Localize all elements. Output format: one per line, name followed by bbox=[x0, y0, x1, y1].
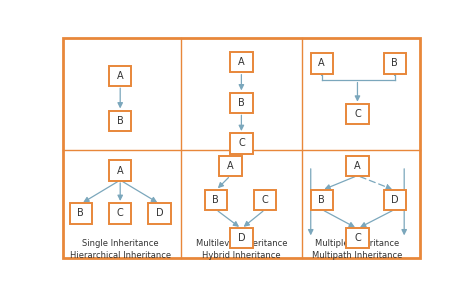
FancyBboxPatch shape bbox=[230, 228, 252, 248]
Text: B: B bbox=[117, 116, 123, 126]
Text: C: C bbox=[238, 139, 245, 149]
Text: Multiple Inheritance: Multiple Inheritance bbox=[316, 239, 399, 248]
Text: C: C bbox=[117, 208, 123, 218]
FancyBboxPatch shape bbox=[109, 203, 131, 224]
Text: D: D bbox=[391, 195, 398, 205]
Text: Multilevel Inheritance: Multilevel Inheritance bbox=[195, 239, 287, 248]
FancyBboxPatch shape bbox=[109, 160, 131, 181]
Text: A: A bbox=[227, 161, 234, 171]
Text: D: D bbox=[156, 208, 163, 218]
Text: A: A bbox=[238, 57, 245, 67]
Text: Hybrid Inheritance: Hybrid Inheritance bbox=[202, 251, 281, 260]
FancyBboxPatch shape bbox=[205, 190, 227, 210]
FancyBboxPatch shape bbox=[310, 53, 333, 74]
FancyBboxPatch shape bbox=[254, 190, 276, 210]
Text: Single Inheritance: Single Inheritance bbox=[82, 239, 159, 248]
FancyBboxPatch shape bbox=[383, 53, 406, 74]
Text: A: A bbox=[117, 166, 123, 176]
Text: C: C bbox=[354, 233, 361, 243]
FancyBboxPatch shape bbox=[346, 228, 369, 248]
FancyBboxPatch shape bbox=[230, 133, 252, 154]
FancyBboxPatch shape bbox=[109, 66, 131, 86]
FancyBboxPatch shape bbox=[383, 190, 406, 210]
Text: C: C bbox=[354, 109, 361, 119]
Text: C: C bbox=[262, 195, 268, 205]
FancyBboxPatch shape bbox=[109, 111, 131, 131]
Text: D: D bbox=[237, 233, 245, 243]
Text: A: A bbox=[318, 58, 325, 68]
FancyBboxPatch shape bbox=[148, 203, 171, 224]
FancyBboxPatch shape bbox=[230, 52, 252, 72]
Text: B: B bbox=[238, 98, 245, 108]
Text: B: B bbox=[318, 195, 325, 205]
Text: A: A bbox=[117, 71, 123, 81]
FancyBboxPatch shape bbox=[346, 156, 369, 176]
FancyBboxPatch shape bbox=[310, 190, 333, 210]
Text: B: B bbox=[391, 58, 398, 68]
Text: B: B bbox=[212, 195, 219, 205]
FancyBboxPatch shape bbox=[230, 93, 252, 113]
Text: A: A bbox=[354, 161, 361, 171]
Text: Multipath Inheritance: Multipath Inheritance bbox=[312, 251, 403, 260]
FancyBboxPatch shape bbox=[346, 104, 369, 125]
FancyBboxPatch shape bbox=[219, 156, 242, 176]
Text: Hierarchical Inheritance: Hierarchical Inheritance bbox=[70, 251, 171, 260]
FancyBboxPatch shape bbox=[70, 203, 92, 224]
Text: B: B bbox=[77, 208, 84, 218]
